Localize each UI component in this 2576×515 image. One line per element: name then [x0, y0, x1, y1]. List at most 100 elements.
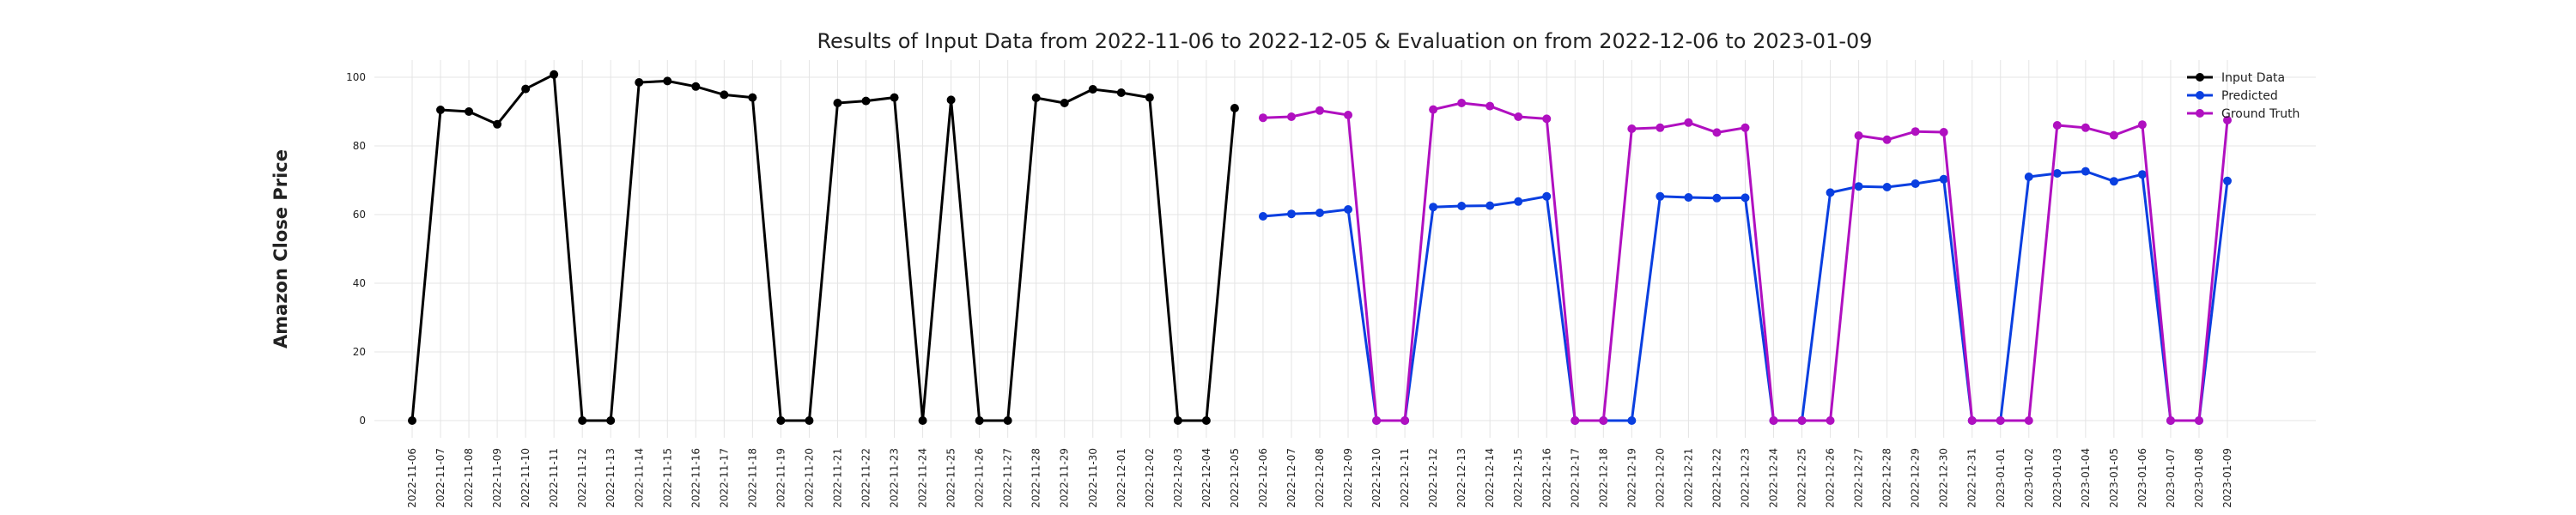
data-point — [2223, 176, 2232, 185]
x-tick-label: 2023-01-05 — [2108, 448, 2120, 508]
data-point — [1939, 128, 1948, 136]
x-tick-label: 2022-12-04 — [1200, 448, 1212, 508]
data-point — [1429, 203, 1438, 212]
data-point — [1542, 191, 1552, 201]
x-tick-label: 2022-11-14 — [633, 448, 645, 508]
data-point — [1485, 201, 1495, 210]
x-tick-label: 2022-12-20 — [1654, 448, 1666, 508]
x-tick-label: 2022-12-22 — [1710, 448, 1722, 508]
data-point — [748, 93, 757, 102]
x-tick-label: 2022-12-11 — [1399, 448, 1411, 508]
data-point — [1344, 205, 1353, 214]
x-tick-label: 2022-11-08 — [463, 448, 475, 508]
data-point — [408, 416, 416, 425]
y-tick-label: 100 — [346, 71, 366, 83]
x-tick-label: 2022-12-10 — [1370, 448, 1382, 508]
data-point — [805, 416, 814, 425]
x-tick-label: 2022-12-01 — [1115, 448, 1127, 508]
data-point — [1911, 127, 1920, 136]
data-point — [2081, 123, 2090, 132]
x-tick-label: 2022-11-23 — [889, 448, 901, 508]
x-tick-label: 2022-12-31 — [1966, 448, 1978, 508]
x-tick-label: 2022-12-05 — [1229, 448, 1241, 508]
x-tick-label: 2022-11-24 — [917, 448, 929, 508]
data-point — [1173, 416, 1182, 425]
data-point — [1315, 106, 1324, 115]
data-point — [1315, 209, 1324, 217]
data-point — [1967, 416, 1977, 425]
legend-label: Input Data — [2221, 71, 2285, 85]
x-tick-label: 2022-12-21 — [1682, 448, 1694, 508]
x-tick-label: 2022-12-02 — [1144, 448, 1156, 508]
x-tick-label: 2022-11-09 — [491, 448, 503, 508]
data-point — [1457, 202, 1467, 210]
x-tick-label: 2022-11-18 — [746, 448, 758, 508]
x-tick-label: 2023-01-03 — [2051, 448, 2063, 508]
data-point — [1826, 188, 1835, 197]
data-point — [1656, 191, 1665, 201]
data-point — [833, 99, 842, 107]
y-tick-label: 60 — [353, 209, 366, 221]
data-point — [2052, 169, 2062, 178]
y-tick-label: 0 — [359, 415, 366, 427]
chart-title: Results of Input Data from 2022-11-06 to… — [817, 29, 1872, 53]
data-point — [720, 90, 729, 100]
data-point — [2137, 120, 2147, 130]
x-tick-label: 2022-12-12 — [1427, 448, 1439, 508]
x-tick-label: 2023-01-02 — [2023, 448, 2035, 508]
data-point — [1230, 104, 1239, 112]
y-tick-label: 40 — [353, 277, 366, 289]
x-tick-label: 2022-11-21 — [831, 448, 843, 508]
data-point — [2052, 121, 2062, 130]
y-tick-label: 20 — [353, 346, 366, 358]
legend-marker — [2196, 73, 2204, 82]
data-point — [1088, 85, 1097, 94]
data-point — [1854, 182, 1863, 191]
data-point — [2024, 416, 2033, 425]
x-tick-label: 2023-01-08 — [2193, 448, 2205, 508]
data-point — [1741, 123, 1750, 132]
x-tick-label: 2022-12-30 — [1938, 448, 1950, 508]
x-tick-label: 2022-12-28 — [1881, 448, 1893, 508]
data-point — [2137, 170, 2147, 179]
x-tick-label: 2022-12-26 — [1825, 448, 1837, 508]
x-tick-label: 2022-11-19 — [775, 448, 787, 508]
x-tick-label: 2022-12-19 — [1625, 448, 1637, 508]
x-tick-label: 2022-11-22 — [860, 448, 872, 508]
x-tick-label: 2023-01-04 — [2080, 448, 2092, 508]
data-point — [776, 416, 786, 425]
data-point — [635, 78, 644, 87]
data-point — [1627, 416, 1637, 425]
data-point — [2194, 416, 2203, 425]
x-tick-label: 2022-11-26 — [974, 448, 986, 508]
x-tick-label: 2022-12-17 — [1569, 448, 1581, 508]
data-point — [2081, 167, 2090, 176]
legend-marker — [2196, 109, 2204, 118]
data-point — [1372, 416, 1382, 425]
data-point — [465, 107, 474, 116]
x-tick-label: 2022-11-20 — [803, 448, 815, 508]
x-tick-label: 2022-11-30 — [1087, 448, 1099, 508]
x-tick-label: 2022-11-10 — [519, 448, 532, 508]
data-point — [1003, 416, 1012, 425]
data-point — [1656, 123, 1665, 132]
data-point — [1201, 416, 1211, 425]
data-point — [436, 106, 446, 114]
data-point — [1996, 416, 2005, 425]
data-point — [1599, 416, 1608, 425]
x-tick-label: 2022-11-17 — [718, 448, 730, 508]
data-point — [1911, 179, 1920, 188]
data-point — [1258, 212, 1267, 221]
data-point — [521, 84, 531, 94]
data-point — [1712, 193, 1722, 203]
data-point — [1542, 114, 1552, 124]
data-point — [2024, 173, 2033, 181]
data-point — [1826, 416, 1835, 425]
data-point — [1882, 183, 1892, 191]
x-tick-label: 2022-11-11 — [548, 448, 560, 508]
data-point — [1684, 193, 1693, 202]
x-tick-label: 2022-11-15 — [661, 448, 673, 508]
y-axis-label: Amazon Close Price — [270, 149, 291, 348]
data-point — [1485, 101, 1495, 111]
